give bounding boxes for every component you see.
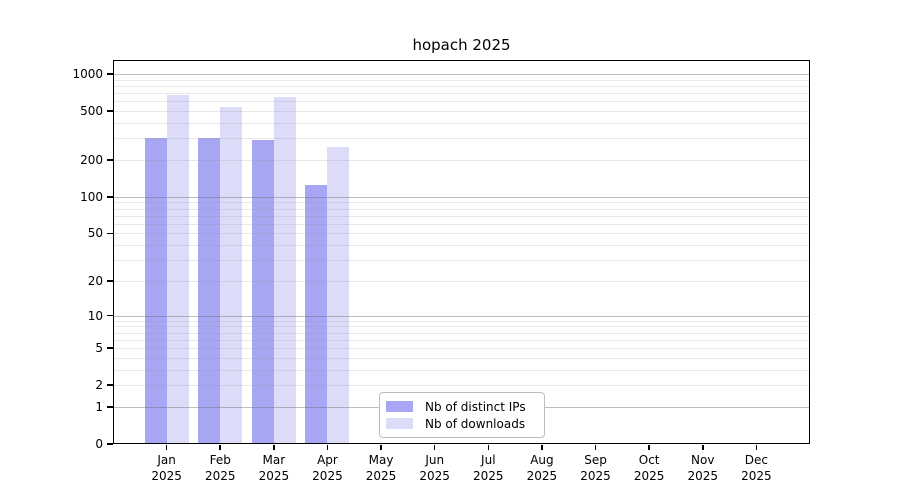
year-label: 2025 [365,469,397,483]
x-tick-label-oct: Oct 2025 [621,452,677,484]
bar-mar-distinct-ips [251,140,274,444]
year-label: 2025 [258,469,290,483]
y-tick-label: 2 [95,378,103,393]
bar-jan-downloads [166,95,189,444]
month-label: Mar [262,453,286,467]
plot-area [113,60,810,444]
y-tick-mark [107,443,113,445]
year-label: 2025 [526,469,558,483]
x-tick-mark [326,445,329,450]
y-tick-label: 50 [87,226,103,241]
month-label: Nov [691,453,715,467]
bar-apr-downloads [327,147,350,444]
x-tick-mark [755,445,758,450]
y-tick-mark [107,196,113,198]
month-label: Apr [317,453,338,467]
month-label: Dec [744,453,768,467]
y-tick-label: 100 [80,189,103,204]
x-tick-label-jun: Jun 2025 [407,452,463,484]
month-label: Jun [425,453,445,467]
bar-feb-downloads [220,106,243,444]
chart-title: hopach 2025 [412,36,511,54]
x-tick-mark [648,445,650,450]
month-label: May [368,453,394,467]
y-tick-label: 1000 [72,67,103,82]
bar-mar-downloads [273,97,296,444]
y-tick-mark [107,73,113,75]
bar-apr-distinct-ips [305,185,328,444]
x-tick-mark [594,445,597,450]
month-label: Jul [481,453,496,467]
y-tick-label: 0 [95,437,103,451]
y-tick-mark [107,314,113,317]
bar-feb-distinct-ips [198,138,221,444]
x-tick-label-jan: Jan 2025 [139,452,195,484]
legend-item-downloads: Nb of downloads [386,417,538,431]
legend: Nb of distinct IPs Nb of downloads [379,392,545,438]
x-tick-label-may: May 2025 [353,452,409,484]
y-tick-label: 10 [87,308,103,323]
y-tick-label: 200 [80,153,103,168]
year-label: 2025 [151,469,182,483]
x-tick-mark [219,445,221,450]
y-tick-label: 20 [87,273,103,288]
bars-layer [113,60,810,444]
y-tick-label: 500 [80,104,103,119]
month-label: Jan [157,453,176,467]
x-tick-label-aug: Aug 2025 [514,452,570,484]
month-label: Sep [584,453,607,467]
x-tick-mark [433,445,436,450]
x-tick-mark [487,445,490,450]
month-label: Feb [209,453,231,467]
month-label: Aug [530,453,554,467]
x-tick-mark [273,445,275,450]
legend-swatch-downloads [386,418,413,429]
year-label: 2025 [312,469,343,483]
x-tick-label-feb: Feb 2025 [192,452,248,484]
x-tick-label-sep: Sep 2025 [568,452,624,484]
y-tick-mark [107,384,113,386]
bar-jan-distinct-ips [144,137,167,444]
x-tick-mark [702,445,704,450]
year-label: 2025 [473,469,504,483]
y-tick-mark [107,280,113,282]
legend-swatch-distinct-ips [386,401,413,412]
x-tick-label-dec: Dec 2025 [728,452,784,484]
y-tick-mark [107,232,113,235]
y-tick-mark [107,110,113,112]
x-tick-mark [165,445,168,450]
x-tick-label-apr: Apr 2025 [299,452,355,484]
y-tick-mark [107,159,113,161]
y-tick-label: 1 [95,399,103,414]
x-tick-mark [541,445,543,450]
year-label: 2025 [741,469,772,483]
legend-item-distinct-ips: Nb of distinct IPs [386,400,538,414]
y-tick-mark [107,406,113,408]
y-tick-mark [107,347,113,349]
year-label: 2025 [633,469,665,483]
x-tick-label-nov: Nov 2025 [675,452,731,484]
legend-label-distinct-ips: Nb of distinct IPs [425,399,526,414]
year-label: 2025 [580,469,611,483]
year-label: 2025 [687,469,719,483]
x-tick-label-jul: Jul 2025 [460,452,516,484]
y-tick-label: 5 [95,341,103,356]
year-label: 2025 [419,469,450,483]
month-label: Oct [638,453,660,467]
legend-label-downloads: Nb of downloads [425,416,526,431]
x-tick-mark [380,445,382,450]
year-label: 2025 [204,469,236,483]
x-tick-label-mar: Mar 2025 [246,452,302,484]
